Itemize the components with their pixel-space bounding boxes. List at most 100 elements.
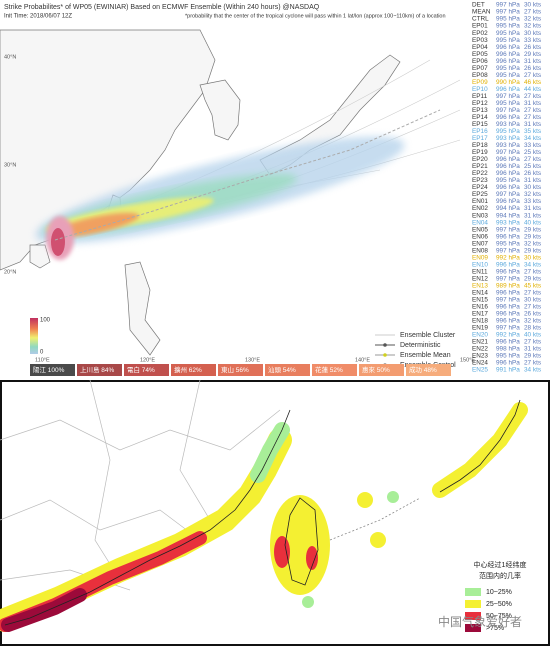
member-pressure: 996 hPa	[496, 268, 520, 275]
member-pressure: 995 hPa	[496, 16, 520, 23]
member-wind: 40 kts	[524, 219, 541, 226]
member-pressure: 994 hPa	[496, 205, 520, 212]
member-wind: 29 kts	[524, 353, 541, 360]
member-pressure: 995 hPa	[496, 72, 520, 79]
member-id: EP15	[472, 121, 488, 128]
member-id: EN16	[472, 303, 488, 310]
member-id: EP19	[472, 149, 488, 156]
member-wind: 31 kts	[524, 346, 541, 353]
member-wind: 27 kts	[524, 107, 541, 114]
location-box	[30, 364, 75, 376]
member-id: EN19	[472, 325, 488, 332]
member-wind: 26 kts	[524, 65, 541, 72]
location-label: 汕頭 54%	[268, 365, 296, 374]
member-wind: 29 kts	[524, 233, 541, 240]
legend-label: Ensemble Cluster	[400, 332, 456, 339]
member-pressure: 998 hPa	[496, 346, 520, 353]
legend-label: 10~25%	[486, 589, 512, 596]
location-label: 擴州 62%	[174, 365, 202, 374]
member-pressure: 995 hPa	[496, 353, 520, 360]
member-pressure: 989 hPa	[496, 282, 520, 289]
legend-swatch	[465, 588, 481, 596]
member-id: EP20	[472, 156, 488, 163]
member-id: EN23	[472, 353, 488, 360]
member-wind: 27 kts	[524, 289, 541, 296]
member-wind: 27 kts	[524, 156, 541, 163]
member-pressure: 993 hPa	[496, 142, 520, 149]
member-id: EP24	[472, 184, 488, 191]
member-pressure: 990 hPa	[496, 79, 520, 86]
member-pressure: 992 hPa	[496, 254, 520, 261]
member-id: EN22	[472, 346, 488, 353]
member-id: MEAN	[472, 9, 491, 16]
member-pressure: 995 hPa	[496, 177, 520, 184]
member-wind: 27 kts	[524, 72, 541, 79]
member-pressure: 993 hPa	[496, 121, 520, 128]
member-id: EN15	[472, 296, 488, 303]
member-wind: 27 kts	[524, 360, 541, 367]
member-id: EN11	[472, 268, 488, 275]
member-wind: 27 kts	[524, 114, 541, 121]
member-wind: 44 kts	[524, 86, 541, 93]
member-pressure: 993 hPa	[496, 219, 520, 226]
legend-swatch	[465, 612, 481, 620]
member-wind: 27 kts	[524, 93, 541, 100]
member-wind: 33 kts	[524, 142, 541, 149]
member-pressure: 997 hPa	[496, 325, 520, 332]
location-label: 惠來 50%	[362, 365, 390, 374]
member-pressure: 995 hPa	[496, 240, 520, 247]
member-id: EP17	[472, 135, 488, 142]
member-wind: 31 kts	[524, 121, 541, 128]
member-pressure: 992 hPa	[496, 332, 520, 339]
member-wind: 30 kts	[524, 30, 541, 37]
member-wind: 26 kts	[524, 44, 541, 51]
member-wind: 46 kts	[524, 79, 541, 86]
lon-label: 140°E	[355, 357, 370, 363]
legend-label: Ensemble Mean	[400, 352, 451, 359]
member-pressure: 996 hPa	[496, 184, 520, 191]
member-wind: 29 kts	[524, 51, 541, 58]
legend-label: Deterministic	[400, 342, 441, 349]
member-id: EN14	[472, 289, 488, 296]
member-pressure: 996 hPa	[496, 44, 520, 51]
member-pressure: 997 hPa	[496, 191, 520, 198]
legend-swatch	[465, 624, 481, 632]
member-id: EN09	[472, 254, 488, 261]
ensemble-cluster	[35, 59, 461, 260]
member-wind: 27 kts	[524, 339, 541, 346]
member-wind: 34 kts	[524, 135, 541, 142]
member-wind: 34 kts	[524, 261, 541, 268]
member-pressure: 993 hPa	[496, 135, 520, 142]
member-id: EP18	[472, 142, 488, 149]
member-pressure: 995 hPa	[496, 65, 520, 72]
member-wind: 33 kts	[524, 37, 541, 44]
lon-label: 120°E	[140, 357, 155, 363]
member-id: EP21	[472, 163, 488, 170]
member-id: EP08	[472, 72, 488, 79]
member-wind: 27 kts	[524, 268, 541, 275]
legend-label: >75%	[486, 625, 504, 632]
colorbar-max: 100	[40, 318, 51, 324]
location-box	[312, 364, 357, 376]
legend-marker	[383, 343, 387, 347]
member-wind: 27 kts	[524, 303, 541, 310]
member-wind: 25 kts	[524, 163, 541, 170]
member-wind: 31 kts	[524, 177, 541, 184]
legend-label: 50~75%	[486, 613, 512, 620]
member-id: DET	[472, 2, 485, 9]
member-wind: 26 kts	[524, 311, 541, 318]
member-pressure: 996 hPa	[496, 58, 520, 65]
member-wind: 30 kts	[524, 254, 541, 261]
member-id: EP07	[472, 65, 488, 72]
member-id: EN03	[472, 212, 488, 219]
legend-label: 25~50%	[486, 601, 512, 608]
member-id: EN21	[472, 339, 488, 346]
member-wind: 40 kts	[524, 332, 541, 339]
member-wind: 31 kts	[524, 212, 541, 219]
member-pressure: 996 hPa	[496, 261, 520, 268]
member-id: EN10	[472, 261, 488, 268]
member-id: EN25	[472, 367, 488, 374]
member-id: EN18	[472, 318, 488, 325]
member-pressure: 996 hPa	[496, 318, 520, 325]
